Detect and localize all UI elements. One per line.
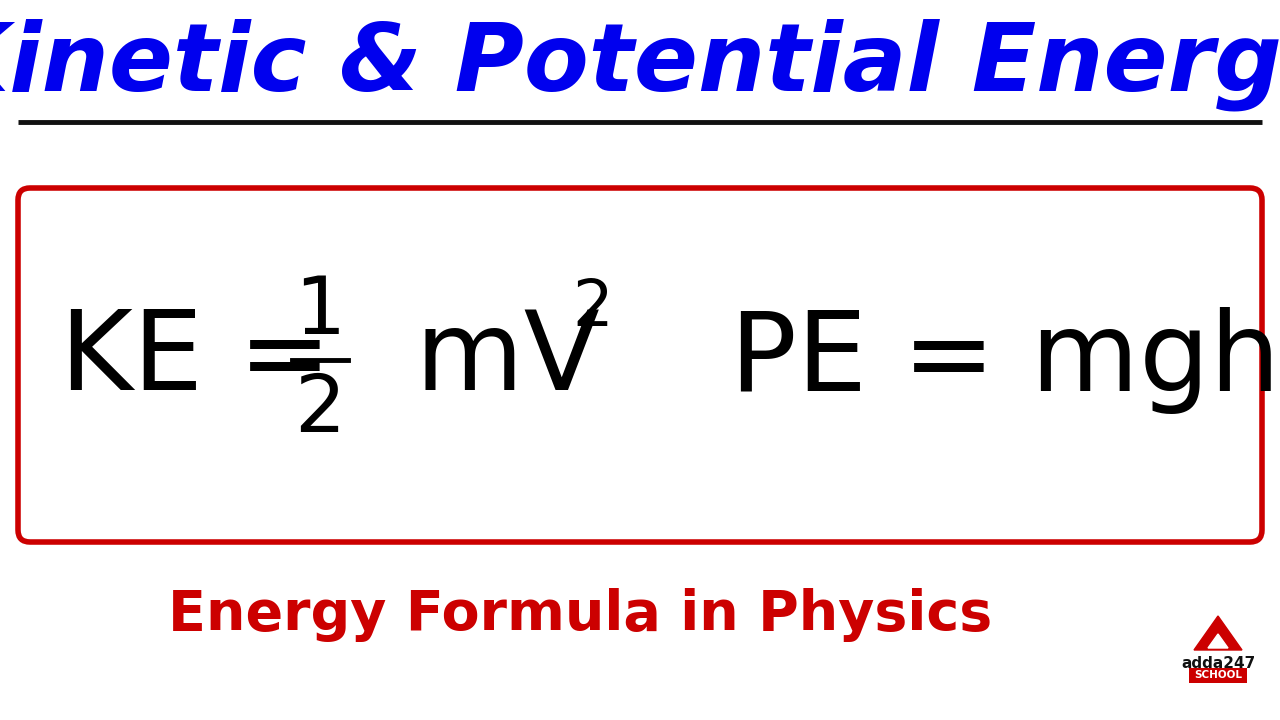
Text: SCHOOL: SCHOOL xyxy=(1194,670,1242,680)
FancyBboxPatch shape xyxy=(18,188,1262,542)
FancyBboxPatch shape xyxy=(1189,668,1247,683)
Text: Energy Formula in Physics: Energy Formula in Physics xyxy=(168,588,992,642)
Polygon shape xyxy=(1208,634,1228,648)
Polygon shape xyxy=(1194,616,1242,650)
Text: PE = mgh: PE = mgh xyxy=(730,307,1280,413)
Text: KE =: KE = xyxy=(60,307,367,413)
Text: adda247: adda247 xyxy=(1181,657,1256,672)
Text: Kinetic & Potential Energy: Kinetic & Potential Energy xyxy=(0,19,1280,112)
Text: 2: 2 xyxy=(572,277,613,339)
Text: 2: 2 xyxy=(294,371,346,449)
Text: 1: 1 xyxy=(294,273,346,351)
Text: mV: mV xyxy=(380,307,600,413)
